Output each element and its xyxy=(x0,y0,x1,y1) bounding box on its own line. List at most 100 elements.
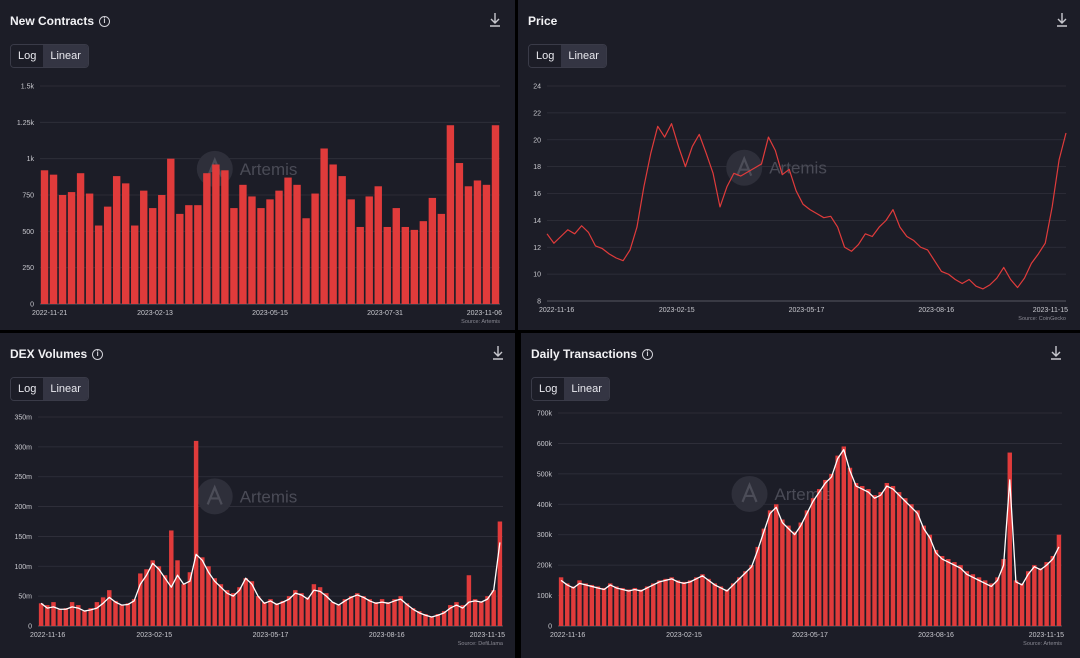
source-label: Source: DefiLlama xyxy=(458,641,504,647)
bar xyxy=(342,599,348,626)
y-tick-label: 400k xyxy=(537,502,553,509)
bar xyxy=(274,603,279,626)
log-button[interactable]: Log xyxy=(529,45,562,67)
download-icon[interactable] xyxy=(1049,345,1063,361)
log-button[interactable]: Log xyxy=(11,378,44,400)
bar xyxy=(355,593,360,626)
bar xyxy=(410,229,419,304)
bar xyxy=(169,530,174,626)
bar xyxy=(257,208,265,304)
bar xyxy=(57,609,62,626)
watermark: Artemis xyxy=(196,150,298,187)
bar xyxy=(482,184,491,304)
bar xyxy=(383,226,391,304)
bar xyxy=(866,489,871,626)
download-icon[interactable] xyxy=(488,12,502,28)
bar xyxy=(589,584,595,626)
bar xyxy=(472,599,478,626)
bar xyxy=(657,580,662,626)
bar xyxy=(398,596,403,626)
x-tick-label: 2023-05-17 xyxy=(792,632,828,639)
watermark-logo xyxy=(726,149,763,186)
bar xyxy=(379,599,385,626)
bar xyxy=(88,608,93,626)
download-icon[interactable] xyxy=(1055,12,1069,28)
bar xyxy=(565,583,570,626)
bar xyxy=(872,495,877,626)
bar xyxy=(131,225,139,304)
bar xyxy=(601,587,607,626)
bar xyxy=(706,578,711,626)
bar xyxy=(76,605,81,626)
y-tick-label: 350m xyxy=(14,415,32,422)
watermark-text: Artemis xyxy=(240,160,298,179)
bar xyxy=(293,184,301,304)
bar xyxy=(428,197,437,304)
bar xyxy=(347,199,355,304)
bar xyxy=(1044,562,1049,626)
bar xyxy=(58,195,67,304)
bar xyxy=(286,596,292,626)
linear-button[interactable]: Linear xyxy=(561,45,606,67)
log-button[interactable]: Log xyxy=(11,45,44,67)
bar xyxy=(1001,559,1006,626)
bar xyxy=(40,170,49,304)
bar xyxy=(338,176,346,304)
bar xyxy=(419,221,428,304)
bar xyxy=(100,597,106,626)
bar xyxy=(356,226,364,304)
bar xyxy=(221,170,229,304)
y-tick-label: 100m xyxy=(14,564,32,571)
bar xyxy=(218,584,224,626)
bar xyxy=(156,566,162,626)
info-icon[interactable]: i xyxy=(99,15,111,27)
bar xyxy=(167,158,175,304)
bar xyxy=(608,583,613,626)
download-icon[interactable] xyxy=(491,345,505,361)
linear-button[interactable]: Linear xyxy=(564,378,609,400)
y-tick-label: 14 xyxy=(533,218,541,225)
scale-toggle: Log Linear xyxy=(531,377,610,401)
price-title: Price xyxy=(528,14,558,28)
watermark-logo xyxy=(196,478,233,515)
linear-button[interactable]: Linear xyxy=(43,378,88,400)
y-tick-label: 8 xyxy=(537,299,541,306)
bar xyxy=(266,199,274,304)
bar xyxy=(206,566,211,626)
bar xyxy=(38,603,44,626)
bar xyxy=(144,569,149,626)
tx-chart: 0 100k 200k 300k 400k 500k 600k 700k 2022-11-16 2… xyxy=(537,411,1064,648)
bar xyxy=(989,583,994,626)
x-tick-label: 2022-11-16 xyxy=(550,632,585,639)
x-tick-label: 2023-02-15 xyxy=(659,307,695,314)
info-icon[interactable]: i xyxy=(642,348,654,360)
log-button[interactable]: Log xyxy=(532,378,565,400)
x-tick-label: 2022-11-16 xyxy=(30,632,65,639)
bar xyxy=(773,504,779,626)
bar xyxy=(158,195,166,304)
bar xyxy=(583,583,588,626)
bar xyxy=(786,525,791,626)
bar xyxy=(663,578,668,626)
bar xyxy=(367,599,372,626)
bar xyxy=(464,186,473,304)
bar xyxy=(497,521,503,626)
bar xyxy=(1032,565,1037,626)
scale-toggle: Log Linear xyxy=(10,44,89,68)
x-tick-label: 2023-05-17 xyxy=(253,632,289,639)
info-icon[interactable]: i xyxy=(92,348,104,360)
y-tick-label: 150m xyxy=(14,534,32,541)
bar xyxy=(131,599,137,626)
bar xyxy=(348,596,354,626)
bar xyxy=(1007,452,1012,626)
watermark-logo xyxy=(731,475,768,512)
bar xyxy=(386,602,391,626)
x-tick-label: 2023-08-16 xyxy=(918,307,954,314)
linear-button[interactable]: Linear xyxy=(43,45,88,67)
bar xyxy=(185,205,193,304)
x-tick-label: 2023-11-06 xyxy=(467,310,502,317)
y-tick-label: 20 xyxy=(533,137,541,144)
bar xyxy=(243,578,248,626)
average-line xyxy=(560,448,1060,592)
bar xyxy=(878,492,883,626)
